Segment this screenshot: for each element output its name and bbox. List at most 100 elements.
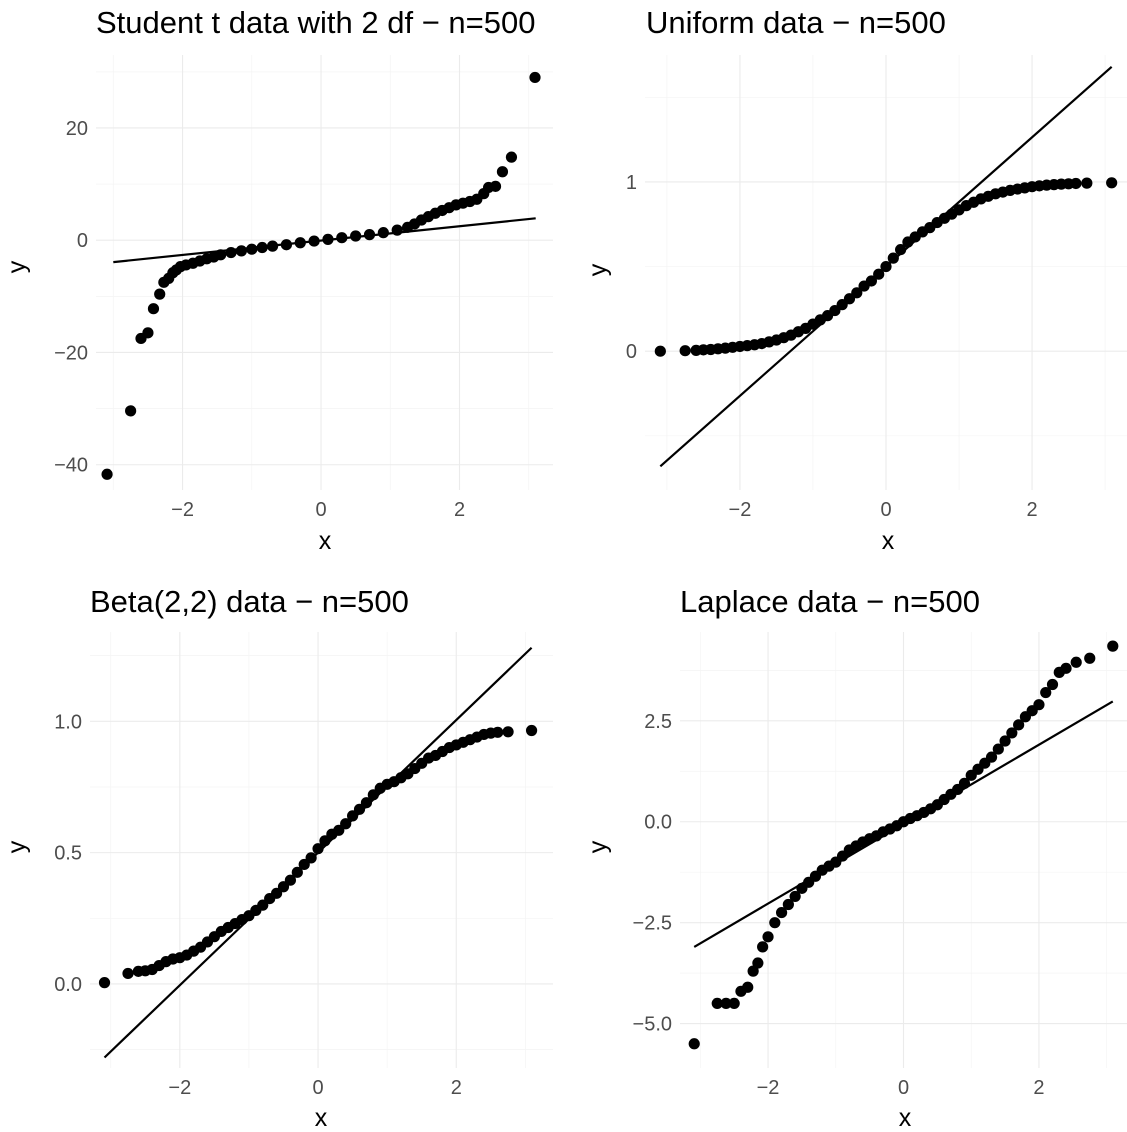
data-point [1033, 699, 1045, 711]
x-tick-label: 2 [451, 1077, 462, 1099]
data-point [711, 997, 723, 1010]
x-tick-label: 2 [1026, 499, 1037, 521]
data-point [782, 898, 794, 911]
data-point [147, 303, 160, 315]
data-point [1107, 640, 1119, 652]
data-point [340, 818, 352, 830]
data-point [142, 327, 154, 339]
data-point [1040, 686, 1052, 699]
data-point [752, 957, 764, 969]
data-point [1070, 177, 1082, 190]
gridlines [680, 632, 1127, 1068]
data-point [308, 235, 320, 247]
data-point [1070, 656, 1082, 668]
data-point [98, 977, 111, 989]
data-point [958, 777, 971, 789]
x-axis-label: x [319, 527, 332, 555]
data-point [880, 260, 892, 273]
y-tick-label: 1 [626, 172, 637, 194]
data-point [985, 751, 998, 763]
data-point [769, 917, 781, 929]
x-axis-label: x [882, 527, 895, 555]
data-point [505, 151, 518, 163]
data-point [291, 866, 303, 878]
x-tick-label: 0 [880, 499, 891, 521]
data-point [757, 941, 769, 953]
data-point [246, 243, 258, 255]
y-axis-label: y [584, 263, 612, 276]
data-point [496, 166, 509, 178]
data-point [529, 71, 541, 84]
panel-title: Beta(2,2) data − n=500 [90, 584, 409, 619]
data-point [742, 981, 754, 993]
data-point [312, 843, 324, 855]
data-point [256, 241, 268, 254]
data-point [235, 245, 248, 257]
panel-student-t: Student t data with 2 df − n=500 x y −2 0… [3, 5, 553, 555]
y-axis-label: y [584, 840, 612, 853]
x-tick-label: 0 [315, 499, 326, 521]
y-tick-label: 0 [77, 230, 88, 252]
y-tick-label: 0.0 [644, 812, 672, 834]
data-point [1081, 177, 1093, 189]
data-point [502, 726, 514, 738]
data-point [999, 735, 1011, 747]
gridlines [645, 55, 1127, 490]
y-tick-label: 2.5 [644, 711, 672, 733]
x-axis-label: x [899, 1104, 912, 1132]
data-point [865, 275, 877, 287]
panel-title: Laplace data − n=500 [680, 584, 980, 619]
data-point [492, 726, 504, 738]
data-point [775, 906, 788, 919]
data-point [720, 997, 732, 1010]
data-point [1013, 719, 1025, 731]
y-tick-label: 0 [626, 341, 637, 363]
data-point [225, 246, 237, 259]
panel-title: Uniform data − n=500 [646, 5, 946, 40]
panel-laplace: Laplace data − n=500 x y −2 0 2 −5.0 −2.5 0.0… [584, 584, 1127, 1132]
x-tick-label: 0 [898, 1077, 909, 1099]
data-point [350, 230, 362, 242]
data-point [1046, 678, 1059, 691]
y-tick-label: −2.5 [633, 913, 672, 935]
data-point [154, 288, 166, 300]
data-point [266, 240, 279, 252]
x-tick-label: 2 [1033, 1077, 1044, 1099]
x-tick-label: −2 [729, 499, 752, 521]
data-point [895, 244, 907, 256]
x-tick-label: −2 [168, 1077, 191, 1099]
x-axis-label: x [315, 1104, 328, 1132]
data-point [125, 405, 137, 417]
y-axis-label: y [3, 840, 31, 853]
data-point [1060, 662, 1072, 674]
data-point [215, 249, 227, 261]
data-point [489, 180, 502, 192]
data-point [284, 874, 297, 886]
x-tick-label: 0 [312, 1077, 323, 1099]
y-tick-label: 0.5 [54, 843, 82, 865]
data-point [322, 233, 334, 245]
data-point [294, 237, 306, 249]
data-point [377, 227, 389, 239]
panel-uniform: Uniform data − n=500 x y −2 0 2 0 1 [584, 5, 1127, 555]
data-point [101, 468, 113, 480]
data-point [305, 852, 317, 864]
data-point [762, 931, 774, 943]
data-point [688, 1038, 700, 1050]
x-tick-label: −2 [757, 1077, 780, 1099]
data-point [747, 965, 759, 977]
data-point [391, 224, 403, 236]
data-point [122, 967, 134, 980]
panel-beta: Beta(2,2) data − n=500 x y −2 0 2 0.0 0.5 1.0 [3, 584, 553, 1132]
data-point [679, 345, 691, 357]
y-tick-label: −20 [54, 342, 88, 364]
data-point [1084, 652, 1096, 664]
y-tick-label: −40 [54, 455, 88, 477]
data-point [280, 239, 293, 251]
data-point [654, 345, 666, 357]
data-point [525, 724, 538, 737]
x-tick-label: 2 [454, 499, 465, 521]
data-point [360, 797, 373, 809]
data-point [992, 743, 1004, 755]
y-tick-label: 1.0 [54, 711, 82, 733]
